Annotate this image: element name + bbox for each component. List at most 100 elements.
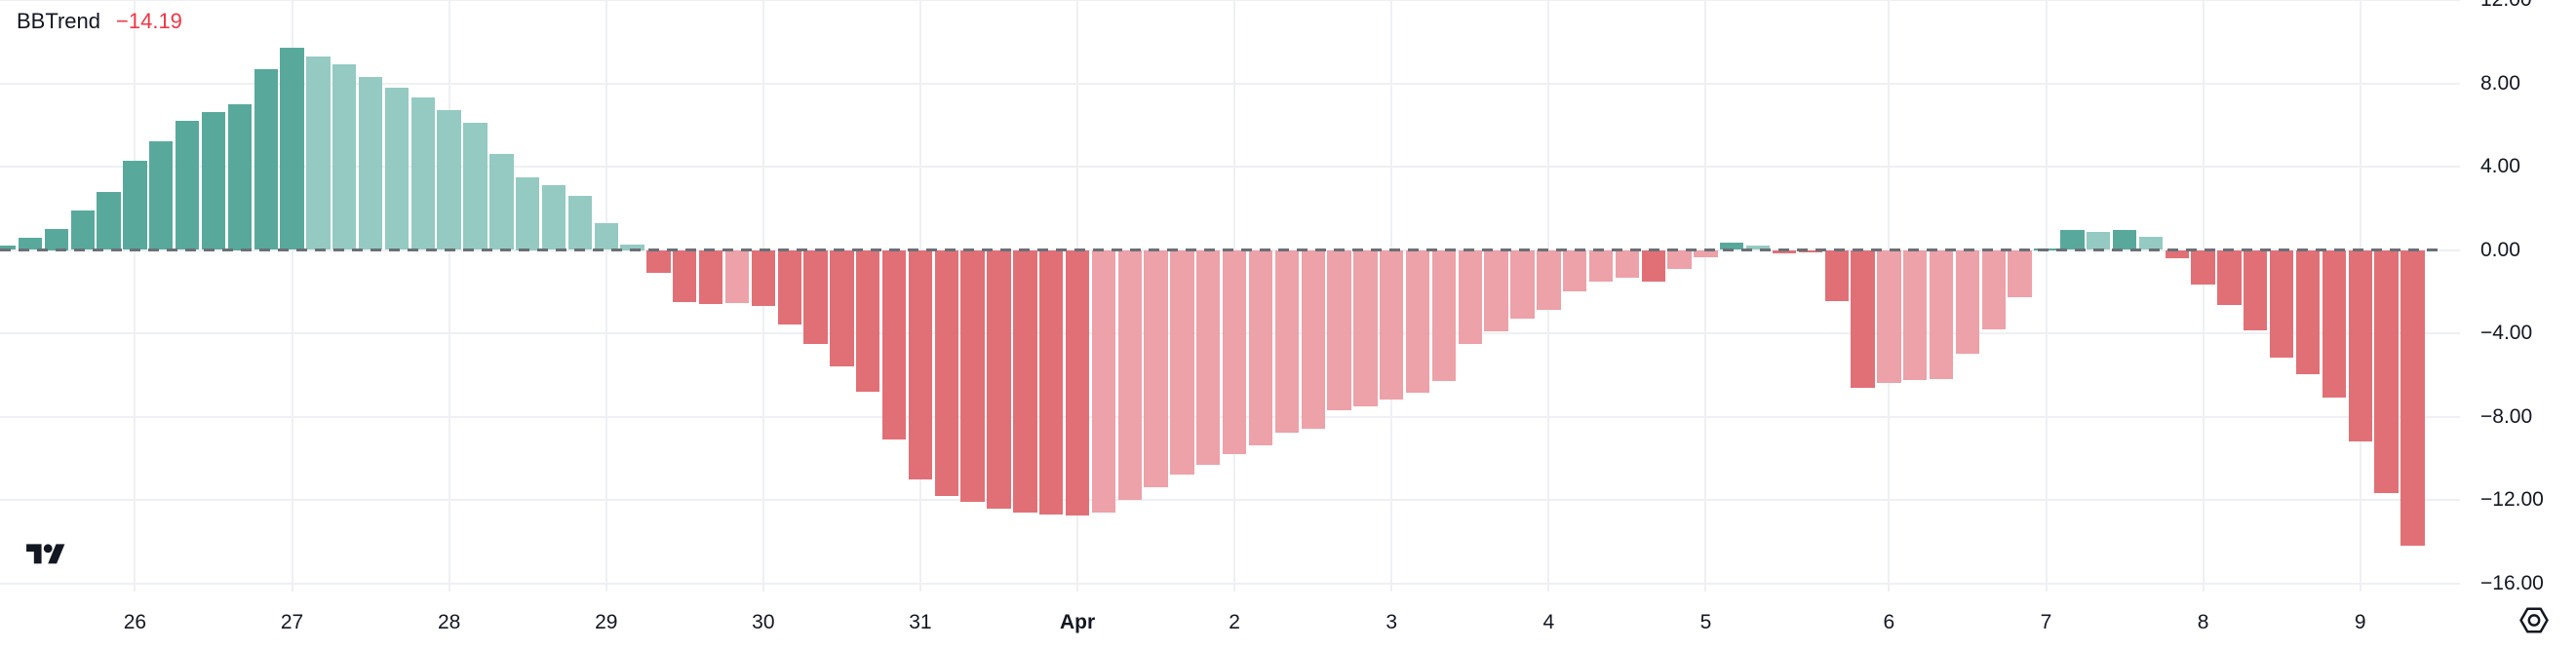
bbtrend-bar bbox=[1013, 249, 1037, 513]
bbtrend-bar bbox=[70, 210, 95, 250]
bbtrend-bar bbox=[1955, 249, 1980, 355]
bbtrend-bar bbox=[2060, 230, 2085, 250]
bbtrend-bar bbox=[1877, 249, 1901, 384]
grid-line-v bbox=[448, 0, 450, 592]
bbtrend-bar bbox=[1615, 249, 1640, 279]
bbtrend-bar bbox=[149, 141, 174, 250]
x-axis-label: 8 bbox=[2197, 611, 2209, 633]
bbtrend-bar bbox=[908, 249, 933, 479]
bbtrend-bar bbox=[881, 249, 907, 439]
bbtrend-bar bbox=[724, 249, 750, 303]
x-axis-label: Apr bbox=[1059, 611, 1096, 633]
x-axis-label: 31 bbox=[909, 611, 932, 633]
grid-line-v bbox=[605, 0, 607, 592]
bbtrend-bar bbox=[410, 97, 435, 250]
bbtrend-bar bbox=[2165, 249, 2189, 259]
bbtrend-bar bbox=[1458, 249, 1482, 344]
bbtrend-bar bbox=[2112, 230, 2137, 250]
x-axis-label: 9 bbox=[2354, 611, 2366, 633]
bbtrend-bar bbox=[18, 237, 43, 250]
x-axis-label: 30 bbox=[752, 611, 775, 633]
bbtrend-bar bbox=[803, 249, 828, 344]
bbtrend-bar bbox=[1824, 249, 1849, 301]
grid-line-v bbox=[1704, 0, 1707, 592]
bbtrend-bar bbox=[1196, 249, 1221, 465]
grid-line-v bbox=[291, 0, 293, 592]
bbtrend-bar bbox=[1641, 249, 1665, 282]
bbtrend-bar bbox=[2244, 249, 2268, 330]
bbtrend-bar bbox=[437, 110, 461, 250]
bbtrend-bar bbox=[620, 245, 644, 250]
bbtrend-bar bbox=[2295, 249, 2321, 374]
indicator-title[interactable]: BBTrend bbox=[17, 9, 101, 33]
bbtrend-bar bbox=[1091, 249, 1116, 513]
indicator-legend[interactable]: BBTrend −14.19 bbox=[17, 9, 182, 34]
bbtrend-bar bbox=[646, 249, 671, 273]
bbtrend-bar bbox=[1667, 249, 1692, 269]
bbtrend-bar bbox=[1772, 249, 1797, 253]
bbtrend-bar bbox=[567, 195, 593, 250]
bbtrend-bar bbox=[1537, 249, 1561, 311]
bbtrend-bar bbox=[384, 87, 410, 250]
bbtrend-bar bbox=[2400, 249, 2425, 546]
bbtrend-bar bbox=[332, 64, 357, 250]
bbtrend-bar bbox=[673, 249, 697, 302]
bbtrend-bar bbox=[1301, 249, 1325, 430]
bbtrend-bar bbox=[201, 112, 226, 250]
bbtrend-bar bbox=[777, 249, 801, 325]
bbtrend-bar bbox=[2138, 236, 2164, 250]
bbtrend-bar bbox=[856, 249, 880, 392]
bbtrend-bar bbox=[1694, 249, 1718, 257]
bbtrend-bar bbox=[1720, 243, 1744, 250]
bbtrend-bar bbox=[1405, 249, 1430, 393]
bbtrend-bar bbox=[44, 229, 69, 250]
x-axis-label: 29 bbox=[595, 611, 618, 633]
bbtrend-bar bbox=[2374, 249, 2399, 493]
x-axis-label: 6 bbox=[1883, 611, 1895, 633]
tradingview-logo[interactable] bbox=[20, 540, 71, 570]
bbtrend-bar bbox=[2269, 249, 2294, 358]
bbtrend-bar bbox=[1353, 249, 1378, 406]
grid-line-h bbox=[0, 82, 2460, 85]
bbtrend-bar bbox=[489, 154, 514, 250]
grid-line-v bbox=[2202, 0, 2205, 592]
bbtrend-bar bbox=[1327, 249, 1351, 411]
bbtrend-bar bbox=[1039, 249, 1064, 515]
y-axis-label: −8.00 bbox=[2480, 404, 2533, 428]
grid-line-h bbox=[0, 166, 2460, 168]
bbtrend-bar bbox=[0, 246, 17, 250]
x-axis-label: 7 bbox=[2040, 611, 2052, 633]
bbtrend-bar bbox=[987, 249, 1011, 509]
bbtrend-bar bbox=[698, 249, 723, 305]
x-axis-label: 5 bbox=[1699, 611, 1712, 633]
bbtrend-bar bbox=[123, 160, 147, 250]
bbtrend-bar bbox=[960, 249, 985, 503]
bbtrend-bar bbox=[541, 185, 566, 250]
x-axis-label: 28 bbox=[437, 611, 461, 633]
grid-line-v bbox=[2045, 0, 2048, 592]
bbtrend-bar bbox=[1929, 249, 1954, 380]
bbtrend-bar bbox=[2008, 249, 2032, 297]
x-axis-label: 3 bbox=[1386, 611, 1398, 633]
bbtrend-bar bbox=[280, 48, 304, 250]
bbtrend-bar bbox=[2217, 249, 2242, 306]
bbtrend-bar bbox=[830, 249, 854, 367]
bbtrend-bar bbox=[254, 68, 278, 250]
bbtrend-bar bbox=[1745, 246, 1771, 250]
bbtrend-bar bbox=[1563, 249, 1587, 292]
bbtrend-bar bbox=[1981, 249, 2006, 329]
price-scale-settings-button[interactable] bbox=[2517, 604, 2551, 635]
bbtrend-bar bbox=[1510, 249, 1535, 320]
y-axis-label: 8.00 bbox=[2480, 71, 2520, 95]
grid-line-h bbox=[0, 0, 2460, 1]
grid-line-h bbox=[0, 582, 2460, 585]
grid-line-h bbox=[0, 499, 2460, 501]
y-axis-label: −16.00 bbox=[2480, 571, 2544, 594]
bbtrend-bar bbox=[751, 249, 776, 307]
bbtrend-bar bbox=[1588, 249, 1614, 282]
x-axis-label: 27 bbox=[280, 611, 304, 633]
bbtrend-bar bbox=[1222, 249, 1247, 454]
bbtrend-bar bbox=[97, 191, 121, 250]
y-axis-label: −4.00 bbox=[2480, 322, 2533, 344]
